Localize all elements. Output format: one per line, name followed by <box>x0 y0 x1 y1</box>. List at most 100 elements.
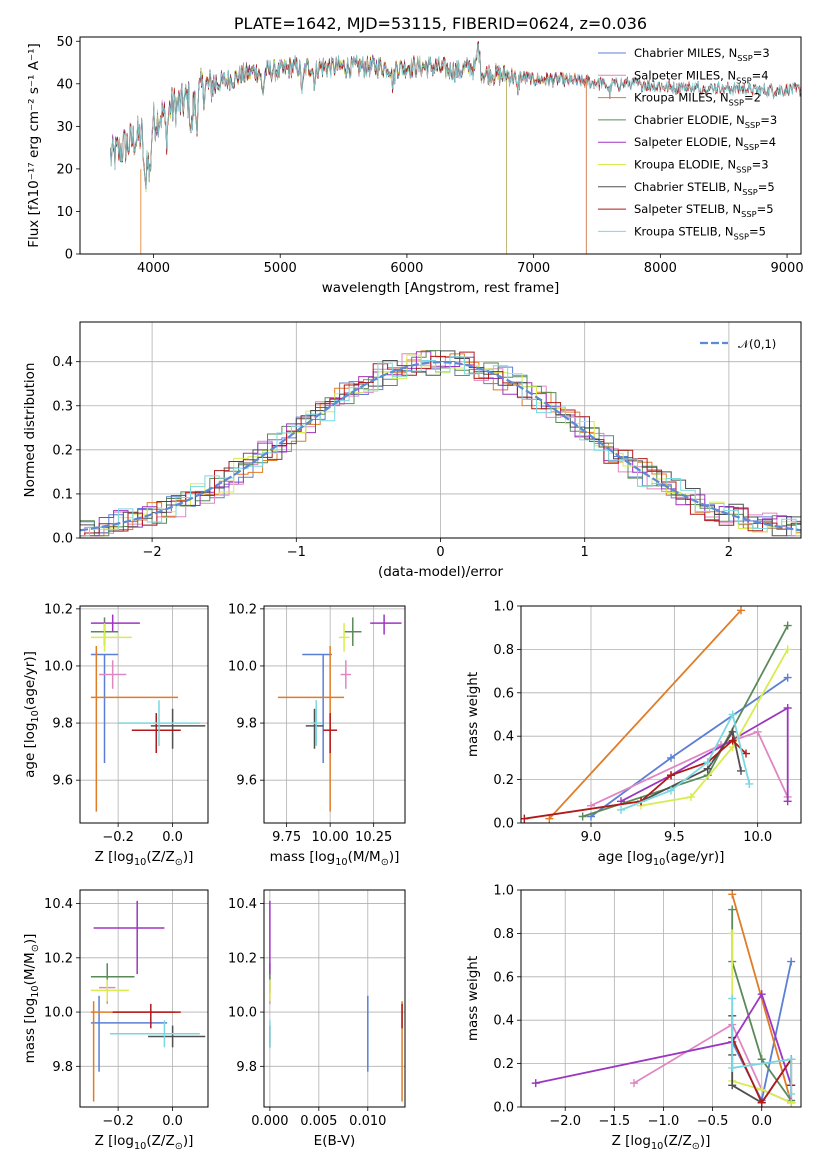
x-tick-label: −2 <box>143 545 162 560</box>
mass-weight-marker <box>667 753 675 762</box>
label-fragment: (age/yr)] <box>665 849 724 865</box>
y-tick-label: 0.0 <box>52 532 73 547</box>
x-tick-label: 0.000 <box>251 1114 288 1129</box>
legend-label: Kroupa MILES, NSSP=2 <box>634 91 761 108</box>
plot-area <box>521 606 792 823</box>
label-fragment: SSP <box>736 165 751 175</box>
errorbar-point-8 <box>112 1003 181 1029</box>
errorbar-point-1 <box>90 995 168 1072</box>
errorbar-point-1 <box>302 653 332 764</box>
label-fragment: =5 <box>758 180 775 194</box>
axes-frame <box>79 321 802 539</box>
gaussian-curve <box>80 360 801 532</box>
axes-mass_vs_EBV: 0.000 0.005 0.010 9.8 10.0 10.2 10.4 E(B-V) <box>228 889 406 1149</box>
mass-weight-line-3 <box>548 609 742 820</box>
label-fragment: 10 <box>134 1141 146 1152</box>
label-fragment: SSP <box>742 187 757 197</box>
mass-weight-marker <box>783 703 792 712</box>
y-tick-label: 9.8 <box>52 717 73 732</box>
label-fragment: (M/M <box>22 952 38 985</box>
label-fragment: 10 <box>30 985 41 997</box>
label-fragment: Salpeter STELIB, N <box>634 202 741 216</box>
errorbar-point-9 <box>118 700 200 746</box>
legend-label: Kroupa ELODIE, NSSP=3 <box>634 158 769 175</box>
x-tick-label: 9.0 <box>581 830 602 845</box>
mass-weight-marker <box>521 814 529 823</box>
y-tick-label: 0.1 <box>52 487 73 502</box>
label-fragment: SSP <box>745 120 760 130</box>
x-tick-label: 9.75 <box>272 830 301 845</box>
y-tick-label: 0.6 <box>493 970 514 985</box>
errorbar-point-7 <box>305 708 324 749</box>
y-tick-label: 0.2 <box>493 1057 514 1072</box>
y-axis-label: mass [log10(M/M⊙)] <box>22 934 41 1064</box>
label-fragment: =3 <box>752 158 769 172</box>
label-fragment: (data-model)/error <box>378 564 504 580</box>
mass-weight-marker <box>728 994 737 1003</box>
label-fragment: )] <box>700 1133 711 1149</box>
mass-weight-marker <box>742 749 750 758</box>
axes-frame <box>263 889 406 1108</box>
axes-frame <box>520 605 802 824</box>
mass-weight-marker <box>757 1085 766 1094</box>
label-fragment: SSP <box>736 75 751 85</box>
mass-weight-marker <box>629 1079 638 1088</box>
errorbar-point-9 <box>109 1020 200 1048</box>
x-tick-label: 0.0 <box>751 1114 772 1129</box>
y-tick-label: 9.6 <box>236 774 257 789</box>
label-fragment: 10 <box>134 857 146 868</box>
legend-label: Chabrier ELODIE, NSSP=3 <box>634 113 777 130</box>
mass-weight-marker <box>667 786 675 795</box>
errorbar-point-6 <box>338 623 350 652</box>
ticks: 0.000 0.005 0.010 9.8 10.0 10.2 10.4 <box>228 897 386 1129</box>
y-tick-label: 1.0 <box>493 884 514 899</box>
x-tick-label: 10.25 <box>355 830 392 845</box>
label-fragment: (Z/Z <box>146 849 174 865</box>
mass-weight-marker <box>617 805 625 814</box>
label-fragment: ⊙ <box>30 944 41 952</box>
ticks: 4000 5000 6000 7000 8000 9000 0 10 20 30 40 50 <box>56 35 803 276</box>
mass-weight-line-6 <box>640 648 789 807</box>
legend-label: Chabrier STELIB, NSSP=5 <box>634 180 775 197</box>
label-fragment: mass [log <box>270 849 336 865</box>
histogram-5 <box>80 351 801 537</box>
label-fragment: 𝒩(0,1) <box>738 337 776 351</box>
label-fragment: SSP <box>734 231 749 241</box>
errorbar-point-5 <box>370 614 402 635</box>
y-axis-label: Flux [fλ10⁻¹⁷ erg cm⁻² s⁻¹ A⁻¹] <box>26 43 42 248</box>
label-fragment: mass weight <box>465 672 481 757</box>
label-fragment: 10 <box>653 857 665 868</box>
legend-label: Kroupa STELIB, NSSP=5 <box>634 224 766 241</box>
ticks: −0.2 0.0 9.8 10.0 10.2 10.4 <box>44 897 183 1129</box>
x-axis-label: age [log10(age/yr)] <box>598 849 725 868</box>
label-fragment: ⊙ <box>175 857 183 868</box>
y-tick-label: 0.3 <box>52 399 73 414</box>
mass-weight-marker <box>787 1089 796 1098</box>
y-tick-label: 10.0 <box>44 659 73 674</box>
label-fragment: (Z/Z <box>663 1133 691 1149</box>
label-fragment: SSP <box>744 142 759 152</box>
label-fragment: =5 <box>749 224 766 238</box>
x-tick-label: 5000 <box>264 261 297 276</box>
errorbar-point-5 <box>93 900 165 975</box>
x-axis-label: Z [log10(Z/Z⊙)] <box>95 1133 194 1152</box>
x-tick-label: −0.2 <box>102 830 134 845</box>
x-tick-label: 0.005 <box>300 1114 337 1129</box>
y-tick-label: 0.2 <box>52 443 73 458</box>
plot-area <box>90 900 206 1102</box>
label-fragment: SSP <box>741 209 756 219</box>
axes-residuals: −2 −1 0 1 2 0.0 0.1 0.2 0.3 0.4 (data-model)/error… <box>22 321 802 580</box>
x-tick-label: 9000 <box>771 261 804 276</box>
label-fragment: )] <box>183 1133 194 1149</box>
mass-weight-marker <box>745 779 754 788</box>
spectrum-line-8 <box>110 41 801 189</box>
x-tick-label: 9.5 <box>664 830 685 845</box>
label-fragment: =2 <box>744 91 761 105</box>
label-fragment: SSP <box>729 98 744 108</box>
errorbar-point-8 <box>323 713 338 754</box>
y-tick-label: 10.2 <box>44 602 73 617</box>
ticks: 9.75 10.00 10.25 9.6 9.8 10.0 10.2 <box>228 602 392 845</box>
mass-weight-marker <box>728 890 737 899</box>
label-fragment: Flux [fλ10⁻¹⁷ erg cm⁻² s⁻¹ A⁻¹] <box>26 43 42 248</box>
x-tick-label: 10.0 <box>743 830 772 845</box>
